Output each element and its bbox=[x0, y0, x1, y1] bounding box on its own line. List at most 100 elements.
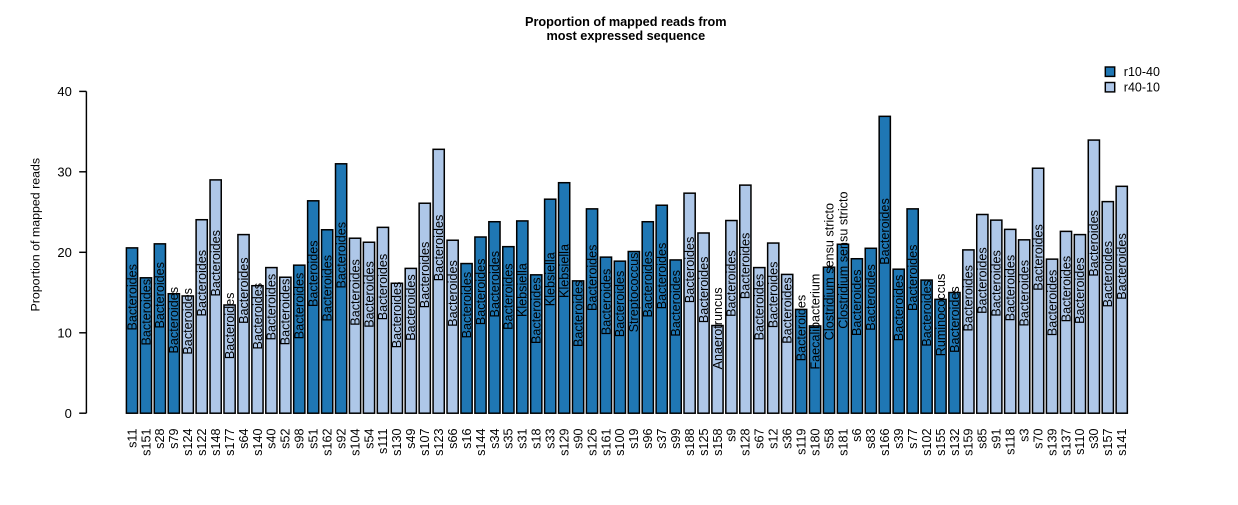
svg-text:s123: s123 bbox=[432, 429, 446, 456]
svg-text:Bacteroides: Bacteroides bbox=[780, 277, 794, 344]
svg-text:s144: s144 bbox=[474, 429, 488, 456]
svg-text:Bacteroides: Bacteroides bbox=[669, 270, 683, 337]
svg-text:s159: s159 bbox=[962, 429, 976, 456]
svg-text:Anaerotruncus: Anaerotruncus bbox=[711, 287, 725, 369]
svg-text:Bacteroides: Bacteroides bbox=[502, 263, 516, 330]
svg-text:Bacteroides: Bacteroides bbox=[613, 271, 627, 338]
svg-text:Bacteroides: Bacteroides bbox=[530, 277, 544, 344]
svg-text:s91: s91 bbox=[990, 429, 1004, 449]
svg-text:Bacteroides: Bacteroides bbox=[641, 251, 655, 318]
svg-text:Bacteroides: Bacteroides bbox=[348, 259, 362, 326]
svg-text:Bacteroides: Bacteroides bbox=[167, 287, 181, 354]
svg-text:s180: s180 bbox=[808, 429, 822, 456]
svg-text:20: 20 bbox=[57, 245, 71, 260]
svg-text:30: 30 bbox=[57, 164, 71, 179]
svg-text:Bacteroides: Bacteroides bbox=[655, 243, 669, 310]
svg-text:s11: s11 bbox=[125, 429, 139, 448]
svg-text:Bacteroides: Bacteroides bbox=[864, 264, 878, 331]
svg-text:s104: s104 bbox=[348, 429, 362, 456]
svg-text:Proportion of mapped reads: Proportion of mapped reads bbox=[29, 158, 43, 312]
svg-text:s125: s125 bbox=[697, 429, 711, 456]
svg-text:s110: s110 bbox=[1073, 429, 1087, 455]
svg-text:Bacteroides: Bacteroides bbox=[125, 264, 139, 331]
svg-text:s49: s49 bbox=[404, 429, 418, 449]
svg-text:s132: s132 bbox=[948, 429, 962, 456]
svg-text:Bacteroides: Bacteroides bbox=[920, 280, 934, 347]
svg-text:s128: s128 bbox=[739, 429, 753, 456]
svg-text:s126: s126 bbox=[585, 429, 599, 456]
svg-text:s39: s39 bbox=[892, 429, 906, 449]
svg-text:s181: s181 bbox=[836, 429, 850, 456]
svg-text:Bacteroides: Bacteroides bbox=[474, 259, 488, 326]
svg-text:0: 0 bbox=[65, 406, 72, 421]
svg-text:s85: s85 bbox=[976, 429, 990, 449]
svg-text:Bacteroides: Bacteroides bbox=[209, 230, 223, 297]
svg-text:s96: s96 bbox=[641, 429, 655, 449]
svg-text:Bacteroides: Bacteroides bbox=[460, 272, 474, 339]
svg-text:s141: s141 bbox=[1115, 429, 1129, 456]
svg-text:s51: s51 bbox=[307, 429, 321, 449]
svg-text:s58: s58 bbox=[822, 429, 836, 449]
svg-text:s161: s161 bbox=[599, 429, 613, 456]
svg-text:10: 10 bbox=[57, 325, 71, 340]
svg-text:Streptococcus: Streptococcus bbox=[627, 253, 641, 333]
svg-text:s67: s67 bbox=[753, 429, 767, 449]
svg-text:s36: s36 bbox=[780, 429, 794, 449]
svg-text:Bacteroides: Bacteroides bbox=[1059, 256, 1073, 323]
svg-text:Bacteroides: Bacteroides bbox=[878, 198, 892, 265]
svg-text:s102: s102 bbox=[920, 429, 934, 456]
svg-text:s79: s79 bbox=[167, 429, 181, 449]
svg-text:Bacteroides: Bacteroides bbox=[794, 295, 808, 362]
svg-text:Faecalibacterium: Faecalibacterium bbox=[808, 274, 822, 370]
svg-text:s28: s28 bbox=[153, 429, 167, 449]
svg-text:Bacteroides: Bacteroides bbox=[237, 257, 251, 324]
svg-text:Bacteroides: Bacteroides bbox=[320, 255, 334, 322]
svg-text:s83: s83 bbox=[864, 429, 878, 449]
svg-text:s139: s139 bbox=[1045, 429, 1059, 456]
svg-text:Bacteroides: Bacteroides bbox=[139, 279, 153, 346]
svg-text:s111: s111 bbox=[376, 429, 390, 454]
svg-text:s155: s155 bbox=[934, 429, 948, 456]
svg-text:40: 40 bbox=[57, 84, 71, 99]
svg-text:Bacteroides: Bacteroides bbox=[488, 251, 502, 318]
svg-text:r10-40: r10-40 bbox=[1124, 65, 1160, 79]
svg-text:s9: s9 bbox=[725, 429, 739, 442]
svg-text:Bacteroides: Bacteroides bbox=[1031, 224, 1045, 291]
svg-text:s119: s119 bbox=[794, 429, 808, 455]
svg-text:s30: s30 bbox=[1087, 429, 1101, 449]
svg-text:s6: s6 bbox=[850, 429, 864, 442]
svg-text:s35: s35 bbox=[502, 429, 516, 449]
svg-text:s18: s18 bbox=[530, 429, 544, 449]
svg-text:Bacteroides: Bacteroides bbox=[585, 245, 599, 312]
svg-text:Bacteroides: Bacteroides bbox=[404, 274, 418, 341]
svg-text:s34: s34 bbox=[488, 429, 502, 449]
svg-text:s92: s92 bbox=[334, 429, 348, 449]
svg-text:s107: s107 bbox=[418, 429, 432, 456]
svg-text:Bacteroides: Bacteroides bbox=[1101, 241, 1115, 308]
svg-text:s129: s129 bbox=[557, 429, 571, 456]
svg-text:Bacteroides: Bacteroides bbox=[362, 261, 376, 328]
svg-text:s37: s37 bbox=[655, 429, 669, 449]
svg-text:Bacteroides: Bacteroides bbox=[334, 222, 348, 289]
svg-text:Klebsiella: Klebsiella bbox=[544, 252, 558, 306]
svg-text:Bacteroides: Bacteroides bbox=[1115, 233, 1129, 300]
svg-text:s151: s151 bbox=[139, 429, 153, 456]
svg-text:Bacteroides: Bacteroides bbox=[697, 257, 711, 324]
svg-text:Bacteroides: Bacteroides bbox=[153, 262, 167, 329]
svg-text:Bacteroides: Bacteroides bbox=[181, 288, 195, 355]
svg-text:s31: s31 bbox=[516, 429, 530, 449]
svg-text:Bacteroides: Bacteroides bbox=[307, 240, 321, 307]
svg-text:s40: s40 bbox=[265, 429, 279, 449]
svg-text:Ruminococcus: Ruminococcus bbox=[934, 274, 948, 357]
svg-text:Bacteroides: Bacteroides bbox=[962, 265, 976, 332]
svg-text:Clostridium sensu stricto: Clostridium sensu stricto bbox=[822, 203, 836, 340]
svg-text:Bacteroides: Bacteroides bbox=[279, 279, 293, 346]
svg-text:s122: s122 bbox=[195, 429, 209, 456]
svg-text:Bacteroides: Bacteroides bbox=[293, 273, 307, 340]
svg-text:Bacteroides: Bacteroides bbox=[683, 237, 697, 304]
svg-text:s77: s77 bbox=[906, 429, 920, 449]
svg-text:Bacteroides: Bacteroides bbox=[223, 293, 237, 360]
svg-text:s99: s99 bbox=[669, 429, 683, 449]
svg-text:Bacteroides: Bacteroides bbox=[892, 275, 906, 342]
svg-text:s158: s158 bbox=[711, 429, 725, 456]
